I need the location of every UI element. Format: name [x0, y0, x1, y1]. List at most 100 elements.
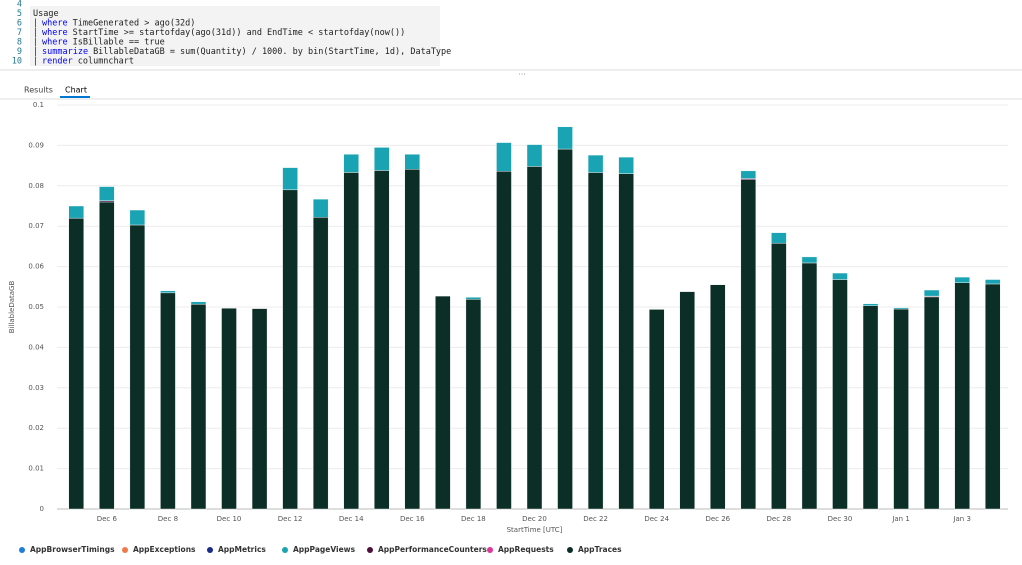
y-tick-label: 0	[40, 505, 44, 513]
y-tick-label: 0.09	[28, 141, 44, 149]
x-tick-label: Dec 12	[278, 515, 303, 523]
pipe: |	[33, 38, 38, 48]
bar-segment	[618, 156, 634, 174]
bar-segment	[129, 209, 146, 226]
code-text: Usage	[33, 9, 59, 19]
code-keyword: where	[42, 38, 68, 48]
bar-segment	[68, 205, 84, 219]
bar-segment	[740, 170, 757, 179]
code-text: StartTime >= startofday(ago(31d)) and En…	[73, 28, 406, 38]
legend-label[interactable]: AppBrowserTimings	[30, 545, 115, 554]
x-axis-title: StartTime [UTC]	[507, 526, 563, 534]
bar-segment	[99, 201, 115, 510]
bar-segment	[465, 297, 482, 300]
x-tick-label: Dec 14	[339, 515, 364, 523]
bar-segment	[923, 296, 940, 510]
x-tick-label: Dec 8	[158, 515, 178, 523]
code-selection	[30, 6, 440, 66]
legend-swatch	[367, 547, 373, 553]
bar-segment	[435, 295, 451, 510]
bar-segment	[404, 154, 421, 170]
code-keyword: summarize	[42, 47, 88, 57]
bar-segment	[557, 126, 573, 150]
bar-segment	[374, 170, 390, 510]
bar-segment	[160, 292, 176, 510]
bar-segment	[190, 303, 207, 510]
bar-segment	[557, 148, 573, 510]
x-tick-label: Dec 22	[583, 515, 608, 523]
bar-segment	[801, 262, 818, 510]
bar-segment	[648, 309, 665, 510]
x-tick-label: Dec 6	[97, 515, 118, 523]
legend-swatch	[487, 547, 493, 553]
code-text: IsBillable == true	[73, 38, 165, 48]
legend-label[interactable]: AppRequests	[498, 545, 554, 554]
y-tick-label: 0.05	[28, 303, 44, 311]
bar-segment	[251, 308, 268, 510]
legend-swatch	[282, 547, 288, 553]
y-tick-label: 0.06	[28, 263, 44, 271]
legend-label[interactable]: AppMetrics	[218, 545, 266, 554]
bar-segment	[465, 299, 482, 510]
bar-segment	[282, 167, 298, 191]
bar-segment	[862, 305, 879, 510]
editor: 45 Usage 6 | where TimeGenerated > ago(32d) 7 |…	[12, 0, 452, 67]
active-tab-underline	[60, 96, 90, 98]
code-keyword: render	[42, 57, 73, 67]
line-number: 10	[12, 57, 22, 67]
resize-handle[interactable]: ···	[518, 70, 526, 79]
bar-segment	[710, 284, 726, 510]
bar-segment	[985, 283, 1001, 510]
x-tick-label: Dec 18	[461, 515, 486, 523]
legend-label[interactable]: AppPerformanceCounters	[378, 545, 487, 554]
pipe: |	[33, 28, 38, 38]
bar-segment	[99, 186, 115, 201]
y-tick-label: 0.07	[28, 222, 44, 230]
x-tick-label: Dec 16	[400, 515, 425, 523]
legend-label[interactable]: AppTraces	[578, 545, 622, 554]
line-number: 7	[17, 28, 22, 38]
bar-segment	[160, 290, 176, 294]
legend-label[interactable]: AppExceptions	[133, 545, 196, 554]
y-tick-label: 0.08	[28, 182, 44, 190]
bar-segment	[526, 166, 543, 510]
y-axis-title: BillableDataGB	[8, 281, 16, 334]
line-number: 8	[17, 38, 22, 48]
bar-segment	[893, 307, 909, 310]
tabs: Results Chart	[24, 86, 87, 95]
legend-swatch	[207, 547, 213, 553]
bar-segment	[587, 172, 604, 510]
legend-label[interactable]: AppPageViews	[293, 545, 356, 554]
bar-segment	[771, 232, 787, 244]
pipe: |	[33, 57, 38, 67]
bar-segment	[526, 144, 543, 167]
bar-segment	[862, 303, 879, 306]
bar-segment	[374, 147, 390, 171]
tab[interactable]: Chart	[65, 86, 87, 95]
bar-segment	[923, 289, 940, 297]
line-number: 9	[17, 47, 22, 57]
tab[interactable]: Results	[24, 86, 53, 95]
code-text: BillableDataGB = sum(Quantity) / 1000. b…	[93, 47, 451, 57]
x-tick-label: Dec 28	[767, 515, 792, 523]
bar-segment	[801, 256, 818, 264]
bar-segment	[282, 189, 298, 510]
bar-segment	[771, 242, 787, 510]
y-tick-label: 0.02	[28, 424, 44, 432]
bar-segment	[496, 171, 512, 510]
line-number: 6	[17, 19, 22, 29]
x-tick-label: Dec 30	[828, 515, 853, 523]
legend-swatch	[567, 547, 573, 553]
bar-segment	[679, 291, 695, 510]
chart: 0 0.01 0.02 0.03 0.04 0.05 0.06 0.07 0.08 0.09 0.1…	[8, 101, 1008, 554]
pipe: |	[33, 19, 38, 29]
bar-segment	[343, 172, 359, 510]
code-keyword: where	[42, 28, 68, 38]
legend-swatch	[122, 547, 128, 553]
line-number: 5	[17, 9, 22, 19]
code-keyword: where	[42, 19, 68, 29]
pipe: |	[33, 47, 38, 57]
bar-segment	[129, 224, 146, 510]
bar-segment	[496, 142, 512, 172]
